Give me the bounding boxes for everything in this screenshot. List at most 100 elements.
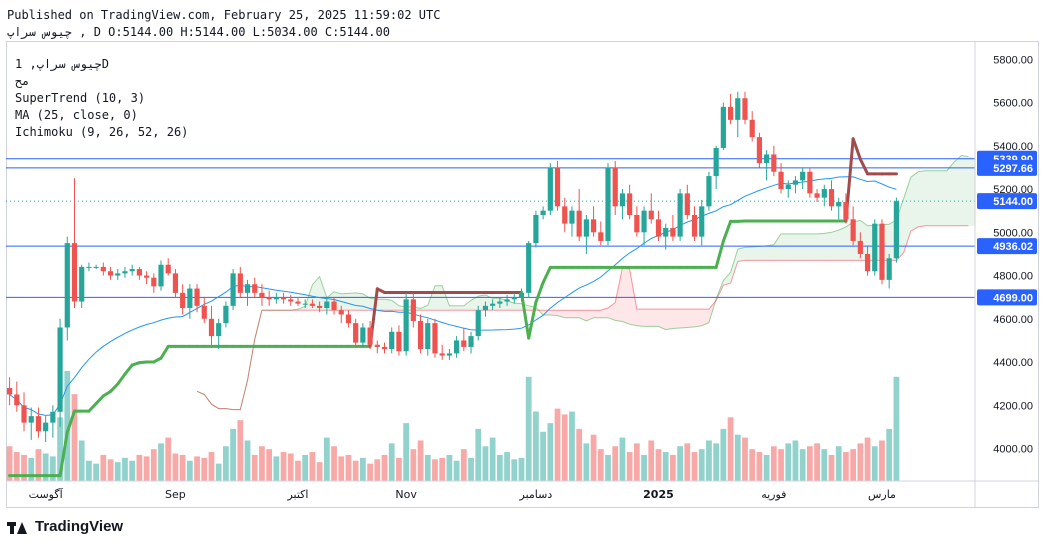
candle-body (425, 323, 431, 350)
candle (21, 392, 27, 432)
candle (158, 260, 164, 291)
legend-ma[interactable]: MA (25, close, 0) (15, 108, 138, 122)
legend-symbol[interactable]: چیوس سراپ, 1D (15, 57, 109, 71)
candle-body (569, 210, 575, 224)
cloud-segment (687, 309, 695, 328)
candle (317, 301, 323, 313)
candle (482, 301, 489, 317)
candle (749, 111, 755, 142)
volume-bar (778, 449, 784, 481)
candle-body (324, 301, 330, 308)
volume-bar (295, 460, 301, 481)
candle-body (266, 297, 272, 300)
candle (792, 176, 799, 194)
candle-body (583, 219, 589, 237)
candle (684, 184, 690, 220)
cloud-segment (658, 309, 666, 330)
candle-body (720, 106, 726, 148)
candle-body (208, 318, 215, 337)
cloud-segment (730, 249, 738, 284)
candle-body (86, 266, 92, 268)
cloud-segment (788, 233, 796, 261)
ma-line (9, 176, 897, 416)
candle-body (504, 299, 510, 302)
cloud-segment (615, 267, 623, 322)
candle (828, 180, 835, 211)
candle (223, 301, 229, 328)
volume-bar (583, 443, 590, 481)
cloud-segment (665, 309, 673, 330)
candle-body (14, 394, 20, 406)
candle-body (100, 266, 106, 272)
volume-bar (641, 454, 647, 481)
candle-body (158, 264, 164, 287)
volume-bar (215, 463, 222, 481)
volume-bar (86, 460, 92, 481)
candle-body (756, 137, 763, 164)
candle-body (115, 273, 121, 276)
supertrend-segment (65, 409, 76, 434)
candle (244, 279, 251, 306)
candle-body (526, 243, 532, 293)
x-tick-label: Sep (165, 488, 186, 501)
cloud-segment (694, 309, 702, 327)
candle-body (475, 310, 481, 337)
cloud-segment (507, 300, 515, 311)
volume-bar (496, 454, 503, 481)
candle-body (389, 331, 395, 350)
volume-bar (677, 446, 683, 481)
candle (403, 292, 409, 356)
tradingview-brand[interactable]: TradingView (7, 518, 123, 535)
candle-body (71, 243, 78, 302)
volume-bar (879, 440, 885, 481)
candle-body (194, 288, 200, 306)
volume-bar (345, 454, 352, 481)
volume-bar (799, 449, 806, 481)
volume-bar (150, 449, 157, 481)
candle-body (454, 340, 460, 354)
candle (785, 180, 791, 198)
cloud-segment (737, 247, 745, 262)
candle (295, 297, 301, 306)
candle (735, 91, 741, 138)
candle (288, 295, 294, 306)
candle (663, 223, 669, 250)
volume-bar (893, 376, 900, 481)
legend-supertrend[interactable]: SuperTrend (10, 3) (15, 91, 146, 105)
legend-ichimoku[interactable]: Ichimoku (9, 26, 52, 26) (15, 125, 189, 139)
volume-bar (251, 454, 258, 481)
cloud-segment (571, 310, 580, 318)
candle-body (468, 336, 474, 347)
candle (590, 206, 597, 237)
cloud-segment (636, 309, 645, 327)
candle-body (309, 303, 316, 306)
volume-bar (42, 453, 49, 481)
volume-bar (828, 454, 835, 481)
volume-bar (28, 457, 35, 481)
volume-bar (785, 443, 792, 481)
volume-bar (533, 411, 539, 481)
volume-bar (93, 463, 100, 481)
candle (547, 163, 553, 216)
candle-body (554, 167, 561, 207)
candle (115, 269, 121, 280)
candle-body (749, 119, 755, 138)
volume-bar (432, 459, 438, 481)
volume-bar (619, 437, 626, 481)
candle (562, 197, 568, 233)
cloud-segment (802, 233, 810, 261)
cloud-segment (355, 292, 363, 311)
volume-bar (648, 440, 655, 481)
candle-body (691, 215, 698, 237)
candle-body (57, 327, 63, 412)
candle-body (396, 331, 402, 352)
candle-body (850, 219, 856, 241)
volume-bar (554, 408, 561, 481)
candle (720, 102, 726, 151)
candle (454, 336, 460, 358)
candle (511, 292, 517, 304)
volume-bar (280, 452, 287, 481)
candle-body (317, 305, 323, 308)
candle-body (180, 292, 186, 308)
